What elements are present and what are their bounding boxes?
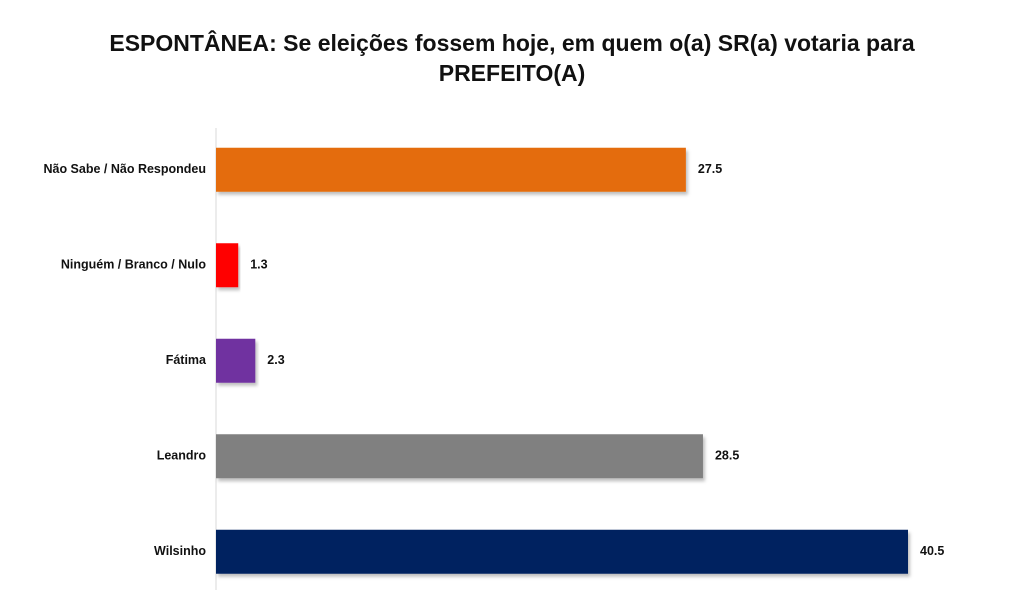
bar-1 (216, 243, 239, 288)
category-label-0: Não Sabe / Não Respondeu (43, 162, 206, 176)
bar-4 (216, 529, 908, 574)
category-label-3: Leandro (157, 449, 207, 463)
value-label-1: 1.3 (250, 258, 267, 272)
bars-layer: Não Sabe / Não Respondeu 27.5 Ninguém / Br… (43, 147, 944, 574)
bar-0 (216, 147, 686, 192)
category-label-1: Ninguém / Branco / Nulo (61, 258, 207, 272)
value-label-3: 28.5 (715, 449, 739, 463)
category-label-2: Fátima (166, 353, 207, 367)
bar-3 (216, 434, 703, 479)
chart-title: ESPONTÂNEA: Se eleições fossem hoje, em … (109, 30, 915, 86)
category-label-4: Wilsinho (154, 544, 206, 558)
value-label-0: 27.5 (698, 162, 722, 176)
value-label-4: 40.5 (920, 544, 944, 558)
bar-2 (216, 338, 256, 383)
value-label-2: 2.3 (267, 353, 284, 367)
